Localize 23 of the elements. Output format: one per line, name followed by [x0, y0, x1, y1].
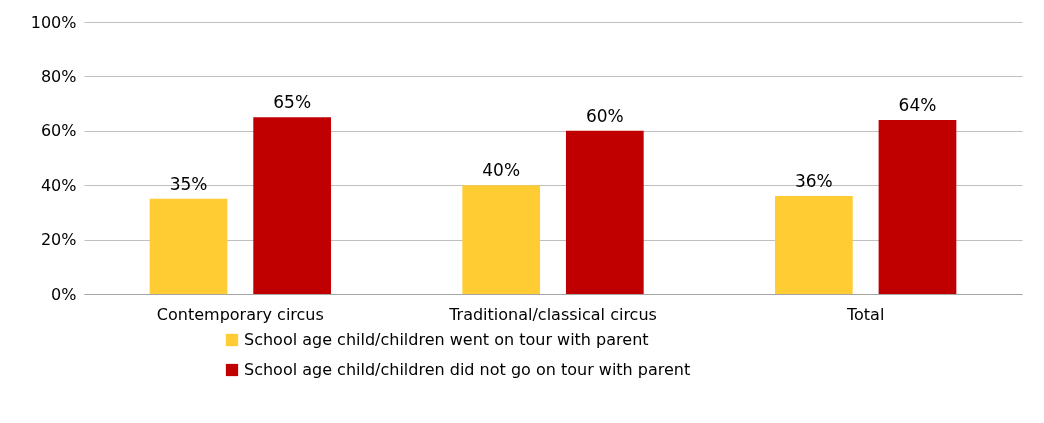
bar — [149, 198, 228, 294]
bar — [253, 117, 332, 294]
bar — [462, 185, 541, 294]
y-tick-label: 80% — [40, 66, 77, 86]
bar — [774, 196, 853, 294]
y-tick-label: 0% — [51, 284, 77, 304]
text: 64% — [898, 94, 937, 115]
bar — [878, 119, 957, 294]
legend-label: School age child/children did not go on tour with parent — [244, 360, 691, 379]
text: 36% — [794, 171, 833, 192]
x-tick-label: Total — [845, 304, 885, 324]
x-tick-label: Contemporary circus — [156, 304, 324, 324]
text: 40% — [482, 160, 521, 181]
y-tick-label: 100% — [30, 12, 77, 32]
y-tick-label: 20% — [40, 230, 77, 250]
text: 65% — [273, 92, 312, 113]
x-tick-label: Traditional/classical circus — [448, 304, 657, 324]
y-tick-label: 40% — [40, 175, 77, 195]
legend-label: School age child/children went on tour with parent — [244, 330, 649, 349]
y-tick-label: 60% — [40, 121, 77, 141]
bar — [565, 130, 644, 294]
text: 60% — [585, 105, 624, 126]
text: 35% — [169, 173, 208, 194]
